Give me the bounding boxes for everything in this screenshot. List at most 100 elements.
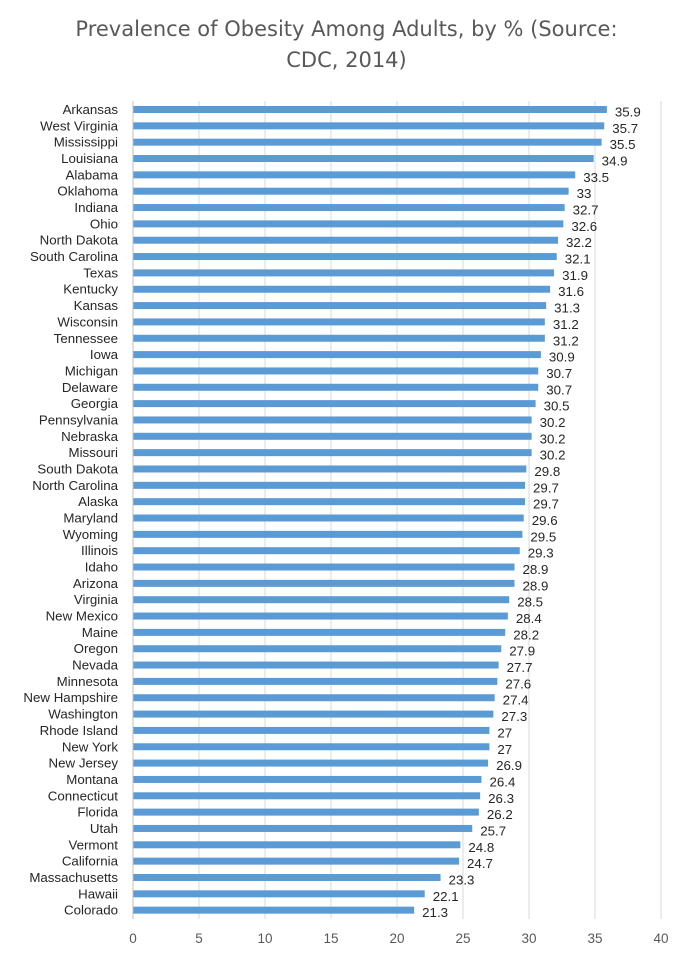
category-label: Idaho [85,560,118,575]
category-label: New York [62,739,119,754]
value-label: 29.6 [532,513,558,528]
bar [133,563,515,571]
bar [133,204,565,212]
category-label: Utah [90,821,118,836]
bar [133,596,510,604]
value-label: 29.7 [533,497,559,512]
value-label: 26.3 [488,791,514,806]
bar [133,481,526,489]
value-label: 27.3 [501,709,527,724]
bar [133,710,494,718]
value-label: 29.5 [530,529,556,544]
x-tick-label: 30 [521,931,536,946]
category-label: Michigan [65,363,118,378]
value-label: 27.7 [507,660,533,675]
bar [133,694,495,702]
category-label: Delaware [62,380,118,395]
value-label: 22.1 [433,889,459,904]
bar [133,628,506,636]
category-label: Iowa [90,347,119,362]
value-label: 31.9 [562,268,588,283]
x-tick-label: 0 [129,931,137,946]
value-label: 30.7 [546,366,572,381]
value-label: 27.6 [505,676,531,691]
category-label: South Carolina [30,249,119,264]
bar [133,318,545,326]
value-label: 30.9 [549,350,575,365]
bar [133,579,515,587]
value-label: 30.7 [546,382,572,397]
category-label: Washington [48,707,118,722]
category-label: Alabama [66,167,119,182]
category-label: Wyoming [63,527,118,542]
category-label: Indiana [74,200,118,215]
category-label: Montana [66,772,118,787]
category-label: New Hampshire [23,690,118,705]
value-label: 24.7 [467,856,493,871]
category-label: Maine [82,625,118,640]
category-label: Nebraska [61,429,119,444]
category-label: Tennessee [54,331,118,346]
bar [133,138,602,146]
x-tick-label: 5 [195,931,203,946]
bar [133,302,547,310]
category-label: Kansas [74,298,119,313]
value-label: 29.8 [534,464,560,479]
category-label: Alaska [78,494,119,509]
value-label: 28.2 [513,627,539,642]
value-label: 25.7 [480,823,506,838]
category-label: New Jersey [49,756,119,771]
bar [133,253,557,261]
value-label: 27.4 [503,693,529,708]
value-label: 26.4 [489,774,515,789]
x-tick-label: 35 [587,931,602,946]
category-label: Kentucky [63,282,118,297]
category-label: Louisiana [61,151,119,166]
value-label: 27 [497,742,512,757]
bar [133,873,441,881]
value-label: 33.5 [583,170,609,185]
bar [133,334,545,342]
chart-title-line-2: CDC, 2014) [286,48,407,72]
value-label: 30.2 [540,448,566,463]
x-tick-label: 25 [455,931,470,946]
bar [133,416,532,424]
value-label: 31.2 [553,317,579,332]
value-label: 24.8 [468,840,494,855]
category-label: Connecticut [48,788,119,803]
bar [133,645,502,653]
value-label: 21.3 [422,905,448,920]
bar [133,808,479,816]
bar [133,449,532,457]
bar [133,269,555,277]
bar [133,775,482,783]
bar [133,498,526,506]
category-label: South Dakota [37,461,118,476]
value-label: 32.1 [565,252,591,267]
category-label: Georgia [71,396,119,411]
bar [133,906,415,914]
category-label: Pennsylvania [39,412,119,427]
value-label: 32.2 [566,235,592,250]
category-label: West Virginia [40,118,118,133]
value-label: 31.2 [553,333,579,348]
value-label: 28.9 [522,562,548,577]
category-label: California [62,854,119,869]
category-label: Oklahoma [57,184,118,199]
category-label: Colorado [64,903,118,918]
category-label: Mississippi [54,135,118,150]
bar [133,726,490,734]
bar [133,432,532,440]
category-label: Arkansas [63,102,119,117]
bar [133,367,539,375]
value-label: 34.9 [602,154,628,169]
category-label: Minnesota [57,674,119,689]
chart-title: Prevalence of Obesity Among Adults, by %… [0,14,693,76]
category-label: North Dakota [40,233,119,248]
bar [133,612,508,620]
category-label: Massachusetts [29,870,118,885]
category-label: Arizona [73,576,119,591]
x-tick-label: 40 [653,931,668,946]
value-label: 27 [497,725,512,740]
